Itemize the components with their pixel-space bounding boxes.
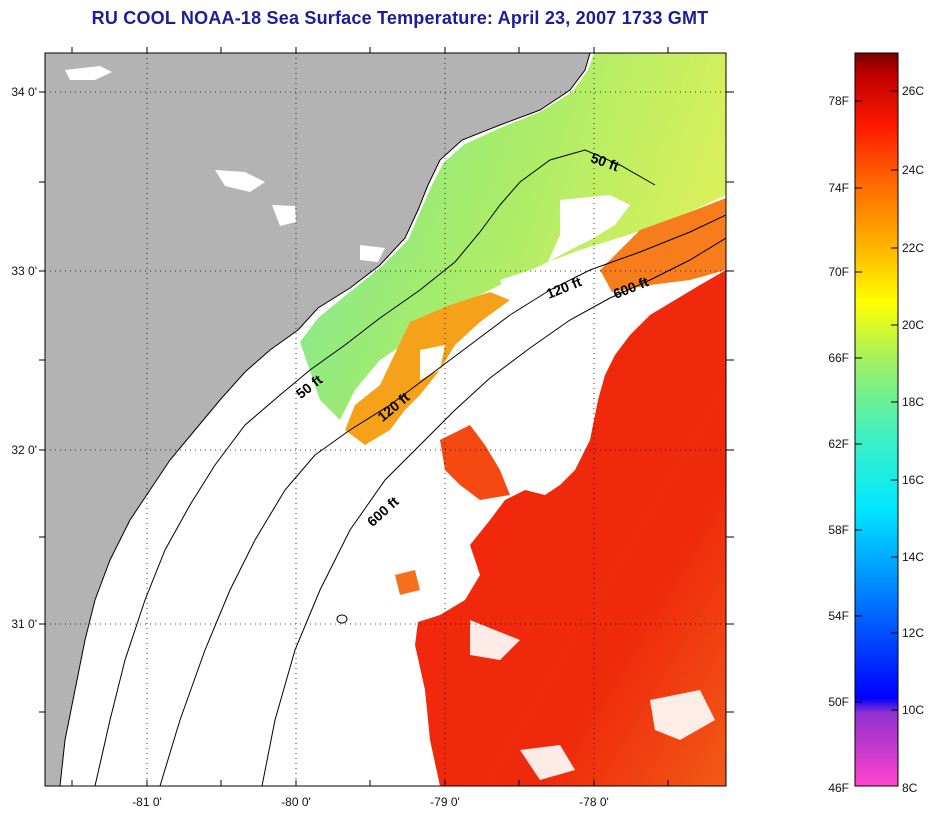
colorbar-f-label: 74F: [828, 181, 849, 195]
y-tick-label: 32 0': [11, 443, 37, 457]
x-tick-label: -80 0': [281, 795, 311, 809]
y-tick-label: 34 0': [11, 85, 37, 99]
colorbar: 78F 74F 70F 66F 62F 58F 54F 50F 46F 26C …: [828, 52, 924, 795]
colorbar-f-label: 62F: [828, 437, 849, 451]
contour-120ft: [159, 214, 726, 786]
colorbar-f-label: 46F: [828, 781, 849, 795]
colorbar-f-label: 70F: [828, 265, 849, 279]
y-tick-label: 31 0': [11, 617, 37, 631]
colorbar-c-label: 24C: [902, 163, 924, 177]
land-area: [45, 53, 590, 786]
colorbar-c-label: 8C: [902, 781, 918, 795]
x-tick-label: -79 0': [430, 795, 460, 809]
contour-50ft: [94, 149, 656, 786]
colorbar-c-label: 12C: [902, 626, 924, 640]
contour-600ft: [261, 237, 726, 786]
map-title: RU COOL NOAA-18 Sea Surface Temperature:…: [91, 8, 709, 28]
map-canvas: [45, 53, 726, 786]
colorbar-c-label: 18C: [902, 395, 924, 409]
frame-ticks: [39, 47, 734, 786]
map-gridlines: [45, 53, 726, 786]
colorbar-c-label: 22C: [902, 241, 924, 255]
coastline: [59, 53, 591, 786]
colorbar-c-label: 20C: [902, 318, 924, 332]
colorbar-f-label: 78F: [828, 94, 849, 108]
colorbar-f-label: 58F: [828, 523, 849, 537]
colorbar-c-label: 10C: [902, 703, 924, 717]
sst-coastal-band: [300, 53, 726, 420]
colorbar-f-label: 66F: [828, 351, 849, 365]
colorbar-f-label: 50F: [828, 695, 849, 709]
map-frame: [44, 52, 727, 787]
y-tick-label: 33 0': [11, 264, 37, 278]
x-tick-label: -78 0': [579, 795, 609, 809]
x-tick-label: -81 0': [132, 795, 162, 809]
colorbar-c-label: 26C: [902, 84, 924, 98]
colorbar-strip: [854, 52, 899, 787]
colorbar-c-label: 14C: [902, 550, 924, 564]
colorbar-f-label: 54F: [828, 609, 849, 623]
colorbar-c-label: 16C: [902, 473, 924, 487]
